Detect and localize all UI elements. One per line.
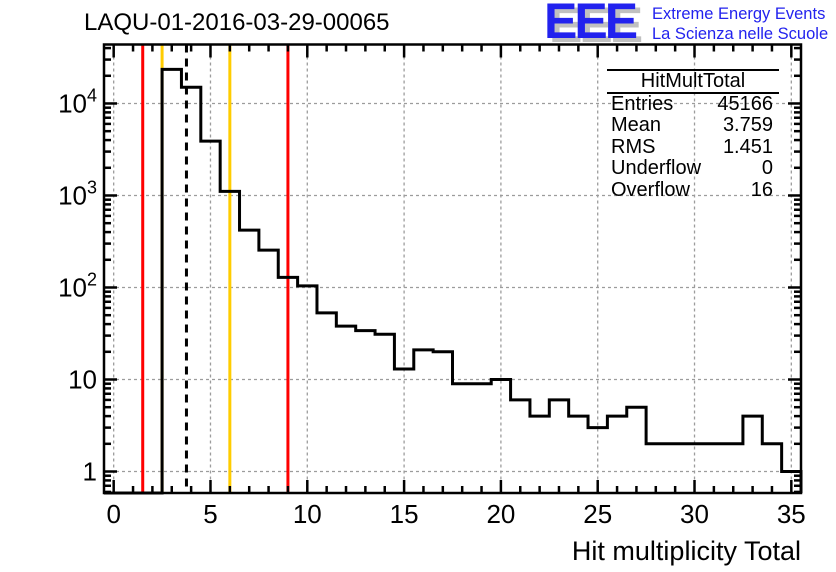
svg-text:10: 10 — [68, 364, 97, 394]
stats-value: 45166 — [717, 93, 773, 115]
svg-text:104: 104 — [58, 85, 97, 118]
svg-text:1: 1 — [83, 457, 97, 487]
stats-value: 0 — [761, 157, 773, 180]
svg-text:10: 10 — [293, 499, 322, 529]
svg-text:0: 0 — [106, 499, 120, 529]
stats-label: Overflow — [611, 178, 690, 201]
stats-value: 16 — [750, 178, 773, 201]
stats-row-overflow: Overflow 16 — [607, 178, 779, 201]
stats-value: 3.759 — [722, 114, 773, 137]
stats-label: Entries — [611, 93, 674, 115]
stats-value: 1.451 — [722, 135, 773, 158]
stats-row-rms: RMS 1.451 — [607, 135, 779, 158]
svg-text:20: 20 — [486, 499, 515, 529]
stats-row-mean: Mean 3.759 — [607, 114, 779, 137]
page-title: LAQU-01-2016-03-29-00065 — [84, 9, 390, 36]
eee-logo-text: Extreme Energy Events La Scienza nelle S… — [652, 4, 828, 44]
svg-text:102: 102 — [58, 269, 97, 302]
svg-text:30: 30 — [680, 499, 709, 529]
stats-row-underflow: Underflow 0 — [607, 157, 779, 180]
svg-text:25: 25 — [583, 499, 612, 529]
svg-text:5: 5 — [203, 499, 217, 529]
svg-text:103: 103 — [58, 177, 97, 210]
stats-row-entries: Entries 45166 — [607, 93, 779, 115]
svg-text:35: 35 — [777, 499, 806, 529]
stats-label: RMS — [611, 135, 656, 158]
stats-box: HitMultTotal Entries 45166 Mean 3.759 RM… — [607, 69, 779, 201]
stats-label: Mean — [611, 114, 662, 137]
stats-label: Underflow — [611, 157, 702, 180]
eee-logo-letters: EEE — [544, 0, 638, 49]
eee-logo-line1: Extreme Energy Events — [652, 5, 826, 23]
stats-title: HitMultTotal — [607, 71, 779, 94]
svg-text:Hit multiplicity Total: Hit multiplicity Total — [572, 536, 801, 566]
svg-text:15: 15 — [390, 499, 419, 529]
eee-logo-line2: La Scienza nelle Scuole — [652, 25, 829, 43]
